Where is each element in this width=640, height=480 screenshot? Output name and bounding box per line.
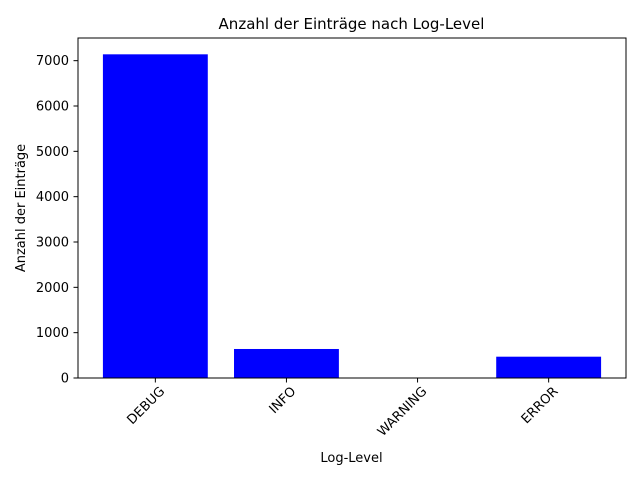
y-tick-label: 6000 [36, 100, 69, 115]
y-tick-label: 2000 [36, 281, 69, 296]
y-tick-label: 4000 [36, 190, 69, 205]
y-tick-label: 7000 [36, 54, 69, 69]
chart-title: Anzahl der Einträge nach Log-Level [219, 15, 485, 33]
bar-info [234, 348, 339, 378]
y-tick-label: 3000 [36, 236, 69, 251]
y-tick-label: 5000 [36, 145, 69, 160]
y-tick-label: 0 [61, 372, 69, 387]
bar-error [496, 356, 602, 378]
bars-group [102, 54, 602, 378]
y-axis: 0 1000 2000 3000 4000 5000 6000 7000 [36, 54, 78, 387]
y-axis-label: Anzahl der Einträge [14, 144, 29, 272]
x-axis-label: Log-Level [320, 451, 382, 466]
bar-debug [102, 54, 208, 378]
plot-frame [77, 37, 627, 379]
y-tick-label: 1000 [36, 326, 69, 341]
